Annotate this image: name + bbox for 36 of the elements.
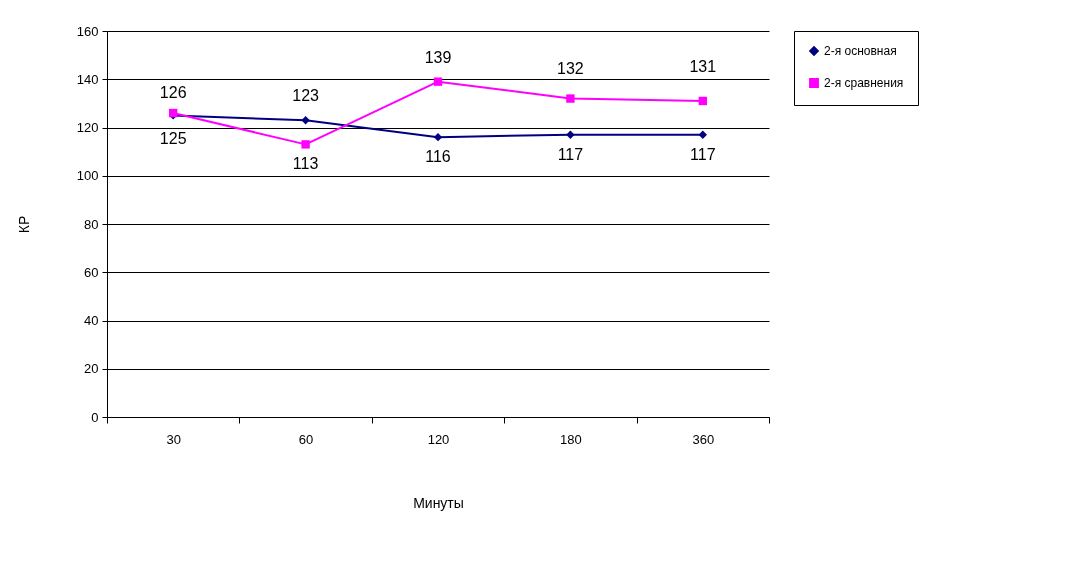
- data-label: 139: [424, 48, 452, 66]
- data-label: 132: [557, 59, 584, 77]
- x-tick-label: 120: [427, 431, 450, 447]
- y-tick-label: 80: [84, 216, 99, 232]
- y-tick-label: 160: [76, 23, 99, 39]
- point: [698, 96, 707, 106]
- point: [433, 132, 443, 142]
- y-tick-label: 40: [84, 313, 99, 328]
- point: [433, 77, 443, 86]
- data-label: 131: [689, 57, 717, 75]
- legend-label: 2-я сравнения: [824, 76, 904, 90]
- y-tick-label: 140: [76, 71, 99, 87]
- x-axis-title: Минуты: [413, 494, 464, 511]
- x-tick-label: 30: [166, 431, 181, 447]
- x-tick-label: 360: [692, 431, 715, 447]
- data-label: 117: [690, 145, 716, 163]
- data-label: 117: [557, 145, 584, 163]
- data-label: 126: [159, 84, 187, 102]
- data-label: 113: [292, 155, 319, 173]
- legend-label: 2-я основная: [824, 44, 897, 58]
- data-label: 116: [425, 148, 451, 166]
- x-tick-label: 180: [560, 431, 582, 447]
- point: [698, 130, 707, 139]
- y-axis-title: КР: [15, 215, 32, 234]
- point: [301, 116, 310, 125]
- y-tick-label: 100: [76, 168, 99, 184]
- x-tick-label: 60: [298, 431, 314, 447]
- y-tick-label: 0: [91, 409, 99, 425]
- y-tick-label: 120: [76, 120, 99, 135]
- y-tick-label: 60: [84, 264, 99, 280]
- point: [301, 140, 310, 149]
- data-label: 125: [159, 130, 187, 148]
- data-label: 123: [292, 87, 320, 105]
- point: [566, 130, 575, 139]
- y-tick-label: 20: [84, 361, 99, 377]
- point: [566, 94, 575, 103]
